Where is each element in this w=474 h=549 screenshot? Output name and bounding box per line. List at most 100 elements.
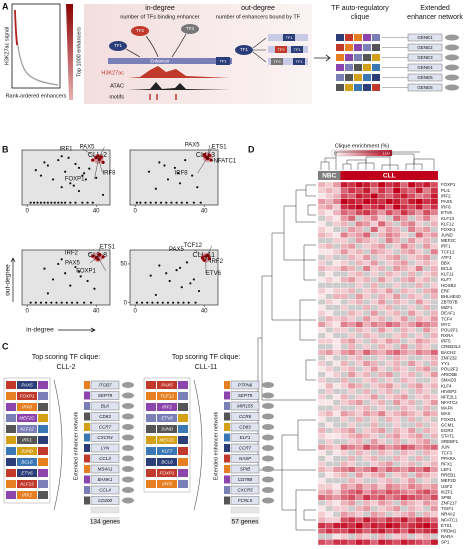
heat-cell <box>377 405 386 412</box>
heat-cell <box>347 410 356 417</box>
heat-cell <box>430 444 439 451</box>
annotation-line <box>197 157 208 174</box>
tf-label: BCL6 <box>21 459 33 464</box>
heat-cell <box>392 516 401 523</box>
annotation: ETS1 <box>212 145 228 151</box>
tf-box <box>17 491 37 499</box>
heat-cell <box>430 332 439 339</box>
heat-cell <box>407 237 416 244</box>
heat-cell <box>377 366 386 373</box>
plot-title: CLL-11 <box>193 252 216 259</box>
heat-cell <box>332 276 341 283</box>
gene-label: SPIB <box>240 466 250 471</box>
heat-cell <box>392 193 401 199</box>
heat-cell <box>422 248 431 255</box>
annotation-line <box>89 256 99 264</box>
heat-cell <box>370 528 379 534</box>
gene-label: GENE6 <box>417 85 433 90</box>
heat-cell <box>370 349 379 356</box>
row-label: BACH2 <box>441 350 456 355</box>
point <box>149 274 152 277</box>
heat-cell <box>370 310 379 317</box>
heat-cell <box>370 226 379 233</box>
heat-cell <box>355 260 364 266</box>
legend-max: 100 <box>382 150 390 155</box>
heat-cell <box>355 276 364 283</box>
heat-cell <box>407 410 416 417</box>
heat-cell <box>340 505 349 512</box>
heat-cell <box>325 220 334 227</box>
heat-cell <box>422 276 431 283</box>
clique-seg <box>336 54 344 61</box>
heat-cell <box>340 226 349 233</box>
gene-node <box>262 445 274 451</box>
tf-seg <box>146 447 156 455</box>
clique-title: Top scoring TF clique: <box>172 354 240 361</box>
heat-cell <box>415 483 424 490</box>
heat-cell <box>355 248 364 255</box>
heat-cell <box>377 293 386 300</box>
heat-cell <box>392 360 401 367</box>
heat-cell <box>430 226 439 233</box>
more-genes <box>230 506 260 514</box>
heat-cell <box>362 416 371 423</box>
gene-node <box>262 403 274 409</box>
row-label: ERF <box>441 288 450 293</box>
heat-cell <box>407 304 416 311</box>
heat-cell <box>332 243 341 250</box>
heat-cell <box>340 500 349 507</box>
heat-cell <box>362 455 371 462</box>
tf-box <box>157 392 177 400</box>
heat-cell <box>422 321 431 328</box>
heat-cell <box>332 321 341 328</box>
heat-cell <box>422 360 431 367</box>
clique-point <box>202 153 206 157</box>
heat-cell <box>392 276 401 283</box>
heat-cell <box>340 494 349 501</box>
heat-cell <box>370 500 379 507</box>
point <box>83 301 86 304</box>
heat-cell <box>325 399 334 406</box>
heat-cell <box>385 260 394 266</box>
gene-node <box>262 497 274 504</box>
heat-cell <box>362 477 371 484</box>
clique-seg <box>354 34 362 41</box>
point <box>156 301 159 304</box>
row-label: MYC <box>441 322 451 327</box>
heat-cell <box>317 293 326 300</box>
row-label: KLF12 <box>441 221 454 226</box>
heat-cell <box>415 315 424 322</box>
heat-cell <box>325 394 334 400</box>
gene-label: BANK1 <box>98 477 113 482</box>
point <box>192 201 195 204</box>
heat-cell <box>392 349 401 356</box>
heat-cell <box>377 505 386 512</box>
heat-cell <box>430 193 439 199</box>
heat-cell <box>377 371 386 378</box>
clique-point <box>202 258 206 262</box>
heat-cell <box>422 204 431 211</box>
heat-cell <box>385 310 394 317</box>
gene-label: GENE4 <box>417 65 433 70</box>
heat-cell <box>430 299 439 306</box>
heat-cell <box>377 427 386 434</box>
gene-count: 134 genes <box>90 519 121 526</box>
heat-cell <box>362 522 371 529</box>
heat-cell <box>317 516 326 523</box>
heat-cell <box>430 265 439 272</box>
row-label: IRF2 <box>441 193 451 198</box>
annotation: ETS1 <box>100 245 116 251</box>
heat-cell <box>317 416 326 423</box>
panel-label: A <box>2 1 9 11</box>
gene-node <box>122 382 134 388</box>
heat-cell <box>415 232 424 238</box>
heat-cell <box>400 360 409 367</box>
heat-cell <box>362 511 371 518</box>
tf-label: TF1 <box>240 47 248 52</box>
row-label: YY1 <box>441 361 450 366</box>
heat-cell <box>392 399 401 406</box>
heat-cell <box>370 360 379 367</box>
heat-cell <box>362 315 371 322</box>
heat-cell <box>325 528 334 534</box>
heat-cell <box>377 533 386 540</box>
